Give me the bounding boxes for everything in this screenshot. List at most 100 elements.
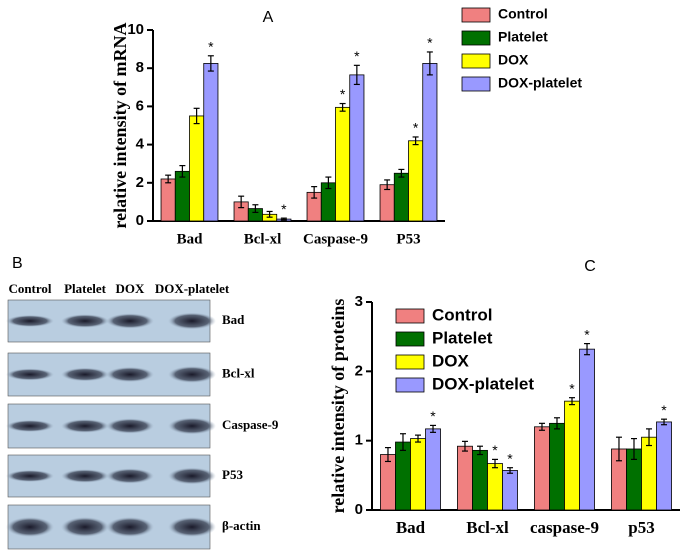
bar [579, 348, 595, 511]
significance-mark: * [507, 450, 513, 466]
bar [408, 140, 424, 222]
chart-title: C [584, 258, 596, 275]
chart-title: A [263, 9, 274, 26]
error-bar [553, 417, 560, 430]
blot-band [6, 368, 54, 381]
bar [564, 400, 580, 511]
blot-band [106, 468, 154, 484]
bar [335, 106, 351, 222]
y-tick-label: 0 [355, 501, 363, 518]
significance-mark: * [413, 120, 419, 136]
legend-swatch [461, 76, 491, 92]
error-bar [238, 195, 245, 209]
error-bar [165, 174, 172, 184]
blot-band [106, 418, 154, 434]
error-bar [569, 397, 576, 406]
error-bar [584, 343, 591, 356]
error-bar [412, 136, 419, 146]
x-tick-label: Caspase-9 [303, 231, 368, 247]
bar [203, 63, 219, 222]
y-tick-label: 2 [355, 362, 363, 379]
error-bar [339, 102, 346, 112]
bar [502, 470, 518, 511]
significance-mark: * [492, 442, 498, 458]
legend-label: Control [432, 305, 492, 324]
error-bar [646, 428, 653, 447]
blot-band [6, 315, 54, 327]
legend-swatch [395, 354, 425, 370]
legend-label: DOX-platelet [432, 374, 534, 393]
bar [349, 74, 365, 222]
y-tick-label: 10 [127, 21, 144, 38]
error-bar [353, 64, 360, 86]
y-tick-label: 8 [136, 59, 144, 76]
error-bar [430, 424, 437, 433]
error-bar [252, 204, 259, 214]
error-bar [538, 422, 545, 431]
significance-mark: * [281, 201, 287, 217]
blot-band [106, 313, 154, 329]
lane-label: DOX-platelet [155, 281, 230, 296]
significance-mark: * [569, 380, 575, 396]
significance-mark: * [430, 408, 436, 424]
x-tick-label: Bad [396, 518, 426, 537]
significance-mark: * [340, 86, 346, 102]
blot-band [61, 469, 109, 483]
blot-band [168, 366, 216, 383]
legend-label: DOX [498, 52, 529, 68]
bar [160, 178, 176, 222]
error-bar [207, 55, 214, 72]
error-bar [630, 437, 637, 460]
error-bar [426, 51, 433, 76]
y-tick-label: 3 [355, 293, 363, 310]
error-bar [325, 176, 332, 190]
error-bar [476, 445, 483, 456]
error-bar [615, 436, 622, 462]
bar [393, 172, 409, 222]
bar [457, 445, 473, 511]
bar [656, 421, 672, 511]
bar [534, 426, 550, 511]
bar [174, 170, 190, 222]
bar [487, 463, 503, 511]
blot-band [61, 517, 109, 537]
error-bar [384, 179, 391, 191]
blot-band [168, 417, 216, 435]
error-bar [507, 467, 514, 474]
legend-label: Platelet [432, 328, 493, 347]
blot-band [6, 420, 54, 432]
error-bar [384, 447, 391, 463]
error-bar [415, 434, 422, 443]
panel-label: B [12, 255, 23, 272]
error-bar [311, 186, 318, 199]
error-bar [461, 440, 468, 452]
legend-swatch [461, 7, 491, 23]
row-label: β-actin [222, 518, 261, 533]
bar [395, 441, 411, 511]
error-bar [266, 210, 273, 218]
blot-band [61, 314, 109, 328]
y-tick-label: 2 [136, 174, 144, 191]
y-tick-label: 6 [136, 97, 144, 114]
legend-label: DOX-platelet [498, 75, 582, 91]
legend-swatch [395, 308, 425, 324]
error-bar [193, 107, 200, 125]
significance-mark: * [584, 326, 590, 342]
bar [425, 428, 441, 511]
bar [472, 449, 488, 511]
blot-band [61, 367, 109, 382]
error-bar [399, 433, 406, 451]
error-bar [492, 458, 499, 469]
y-axis-label: relative intensity of proteins [328, 299, 348, 514]
significance-mark: * [661, 402, 667, 418]
x-tick-label: P53 [396, 231, 420, 247]
significance-mark: * [427, 35, 433, 51]
legend-swatch [395, 377, 425, 393]
legend-label: DOX [432, 351, 470, 370]
lane-label: DOX [116, 281, 146, 296]
x-tick-label: Bad [177, 231, 204, 247]
legend-swatch [461, 30, 491, 46]
bar [189, 115, 205, 222]
y-tick-label: 4 [136, 136, 145, 153]
